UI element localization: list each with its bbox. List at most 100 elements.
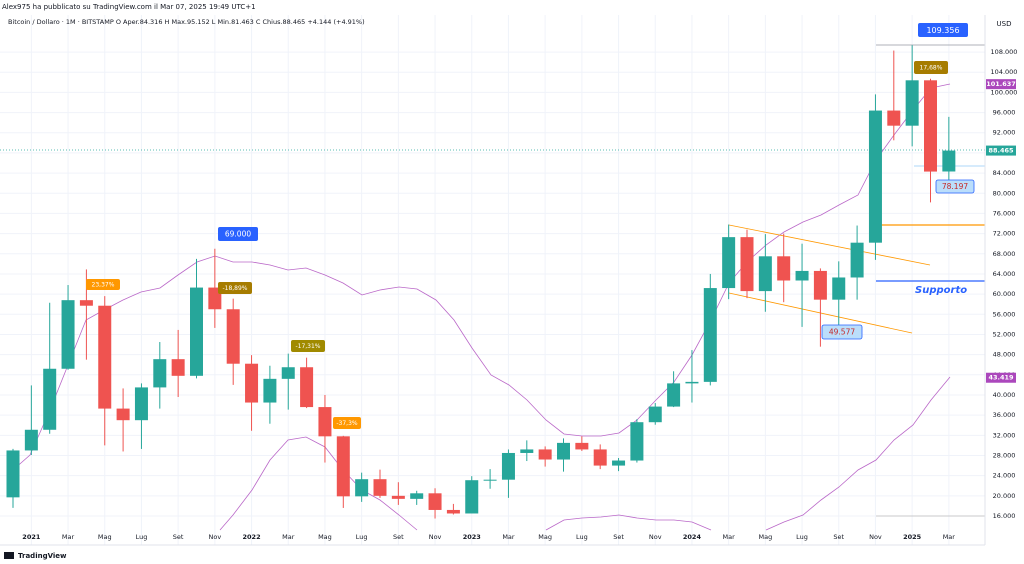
- header: Alex975 ha pubblicato su TradingView.com…: [2, 3, 256, 11]
- candle-body: [832, 277, 846, 300]
- candle-body: [777, 256, 791, 281]
- candle-body: [612, 460, 626, 466]
- y-tick-label: 32.000: [993, 431, 1016, 439]
- price-label: 43.419: [988, 374, 1014, 382]
- annotation: 69.000: [225, 230, 251, 239]
- x-tick-label: Mar: [723, 533, 736, 541]
- candle-body: [391, 495, 405, 499]
- candle-body: [538, 449, 552, 460]
- candle-body: [667, 383, 681, 407]
- x-tick-label: 2024: [683, 533, 702, 541]
- candle-body: [887, 110, 901, 126]
- y-tick-label: 36.000: [993, 411, 1016, 419]
- y-tick-label: 28.000: [993, 451, 1016, 459]
- x-tick-label: 2025: [903, 533, 922, 541]
- y-tick-label: 76.000: [993, 209, 1016, 217]
- annotation: 78.197: [942, 182, 968, 191]
- x-tick-label: Mar: [943, 533, 956, 541]
- candle-body: [483, 479, 497, 481]
- price-label-box: [986, 372, 1016, 383]
- candle-body: [263, 378, 277, 403]
- annotation: 49.577: [829, 328, 855, 337]
- annotation: 17,68%: [920, 65, 943, 72]
- candle-body: [557, 442, 570, 460]
- x-tick-label: Lug: [356, 533, 368, 541]
- x-tick-label: Mag: [538, 533, 552, 541]
- candles: [6, 45, 956, 519]
- candle-body: [171, 359, 185, 376]
- candle-body: [300, 367, 314, 408]
- channel-line: [728, 224, 931, 266]
- annotation-box: [218, 227, 258, 241]
- x-tick-label: Nov: [869, 533, 882, 541]
- x-tick-label: Lug: [796, 533, 808, 541]
- labels: 16.000 20.000 24.000 28.000 32.000 36.000 40.0…: [22, 23, 1017, 541]
- candle-body: [520, 449, 534, 453]
- x-tick-label: Mar: [502, 533, 515, 541]
- annotation: -18,89%: [222, 285, 247, 292]
- candle-body: [226, 309, 240, 364]
- x-tick-label: Nov: [429, 533, 442, 541]
- logo: [4, 552, 14, 559]
- y-tick-label: 96.000: [993, 109, 1016, 117]
- x-tick-label: Mag: [98, 533, 112, 541]
- x-tick-label: Mar: [62, 533, 75, 541]
- candle-body: [868, 110, 882, 243]
- indicator-band: [219, 436, 418, 531]
- indicator-band: [12, 83, 951, 471]
- candle-body: [355, 479, 369, 497]
- price-label-box: [986, 79, 1016, 90]
- chart-title: Bitcoin / Dollaro · 1M · BITSTAMP O Aper…: [8, 18, 365, 26]
- annotation: -37,3%: [336, 420, 358, 427]
- candle-body: [593, 449, 607, 466]
- annotation-box: [821, 324, 863, 340]
- candle-body: [410, 493, 424, 499]
- y-tick-label: 84.000: [993, 169, 1016, 177]
- candle-body: [61, 300, 75, 369]
- candle-body: [850, 242, 864, 278]
- candle-body: [245, 363, 259, 403]
- price-label-box: [986, 145, 1016, 156]
- y-tick-label: 24.000: [993, 472, 1016, 480]
- candle-body: [79, 300, 93, 306]
- annotation-box: [935, 179, 975, 194]
- candle-body: [24, 429, 38, 451]
- candle-body: [465, 480, 479, 514]
- y-tick-label: 108.000: [991, 48, 1018, 56]
- candle-body: [281, 367, 295, 379]
- candle-body: [116, 408, 130, 421]
- candle-body: [758, 256, 772, 292]
- candle-body: [924, 80, 937, 172]
- annotation-box: [86, 279, 120, 290]
- candle-body: [905, 80, 919, 126]
- x-tick-label: Mar: [282, 533, 295, 541]
- candle-body: [43, 368, 57, 430]
- candle-body: [685, 381, 699, 384]
- candle-body: [98, 305, 112, 409]
- y-tick-label: 16.000: [993, 512, 1016, 520]
- y-tick-label: 60.000: [993, 290, 1016, 298]
- y-tick-label: 56.000: [993, 310, 1016, 318]
- candle-body: [813, 270, 827, 300]
- y-tick-label: 48.000: [993, 351, 1016, 359]
- candle-body: [446, 509, 460, 514]
- indicator-band: [545, 514, 712, 531]
- y-tick-label: 100.000: [991, 88, 1018, 96]
- candle-body: [208, 287, 222, 310]
- candle-body: [190, 287, 203, 376]
- y-tick-label: 20.000: [993, 492, 1016, 500]
- x-tick-label: 2023: [463, 533, 481, 541]
- candle-body: [942, 150, 956, 172]
- candle-body: [648, 406, 662, 423]
- annotation-box: [291, 340, 325, 352]
- candle-body: [795, 270, 809, 281]
- x-tick-label: Mag: [758, 533, 772, 541]
- y-tick-label: 104.000: [991, 68, 1018, 76]
- x-tick-label: Lug: [576, 533, 588, 541]
- y-tick-label: 40.000: [993, 391, 1016, 399]
- x-tick-label: Set: [393, 533, 404, 541]
- candle-body: [318, 407, 332, 437]
- candle-body: [153, 359, 167, 388]
- y-tick-label: 92.000: [993, 129, 1016, 137]
- annotation-box: [333, 417, 361, 429]
